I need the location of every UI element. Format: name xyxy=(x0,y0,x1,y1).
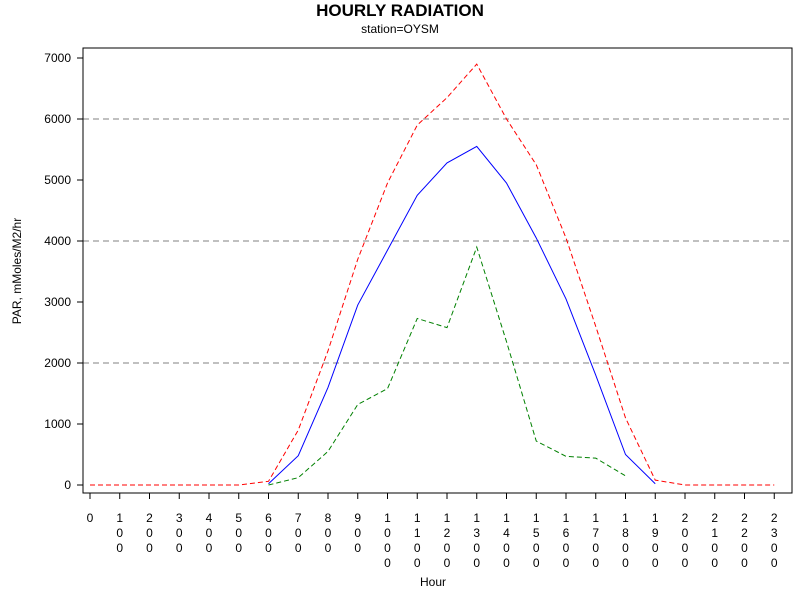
x-tick-label: 0 xyxy=(87,511,94,525)
reference-lines xyxy=(83,118,792,364)
series-line-2 xyxy=(268,145,656,485)
chart-title: HOURLY RADIATION xyxy=(316,1,484,20)
chart-subtitle: station=OYSM xyxy=(361,22,439,36)
y-tick-label: 7000 xyxy=(44,51,71,65)
y-tick-label: 2000 xyxy=(44,356,71,370)
x-axis: 0 1 0 0 2 0 0 3 0 0 4 0 0 5 0 0 6 0 0 7 0 0 8 0 0 9 0 0 1 0 0 0 1 1 0 0 1 2 0 0… xyxy=(87,493,778,570)
y-tick-label: 3000 xyxy=(44,295,71,309)
series-line-3 xyxy=(268,245,626,486)
series-layer xyxy=(90,63,775,486)
y-axis-label: PAR, mMoles/M2/hr xyxy=(10,218,24,324)
x-axis-label: Hour xyxy=(420,575,446,589)
y-tick-label: 0 xyxy=(64,478,71,492)
y-tick-label: 6000 xyxy=(44,112,71,126)
series-line-1 xyxy=(90,63,775,486)
y-tick-label: 5000 xyxy=(44,173,71,187)
y-tick-label: 1000 xyxy=(44,417,71,431)
y-tick-label: 4000 xyxy=(44,234,71,248)
y-axis: 0 1000 2000 3000 4000 5000 6000 7000 xyxy=(44,51,83,492)
plot-frame xyxy=(82,47,793,494)
